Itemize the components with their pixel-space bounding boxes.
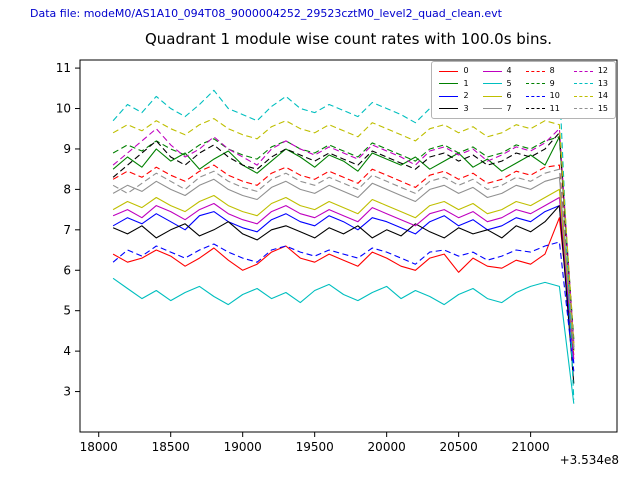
legend-label: 9 — [549, 78, 555, 88]
legend-line-sample — [573, 70, 593, 72]
legend-item-3: 3 — [439, 103, 469, 113]
series-line-11 — [112, 132, 575, 352]
legend-item-10: 10 — [525, 91, 560, 101]
legend-item-0: 0 — [439, 66, 469, 76]
legend-item-6: 6 — [482, 91, 512, 101]
series-line-13 — [112, 83, 575, 400]
series-line-10 — [112, 241, 575, 372]
chart-title: Quadrant 1 module wise count rates with … — [144, 30, 553, 48]
y-tick-label: 5 — [63, 304, 71, 318]
series-line-8 — [112, 164, 575, 344]
legend-item-5: 5 — [482, 78, 512, 88]
legend-item-4: 4 — [482, 66, 512, 76]
legend-label: 3 — [463, 103, 469, 113]
legend: 0 1 2 3 4 5 6 7 8 9 10 11 12 13 14 15 — [431, 61, 616, 119]
series-line-1 — [112, 136, 575, 348]
legend-item-2: 2 — [439, 91, 469, 101]
series-line-12 — [112, 128, 575, 344]
legend-item-14: 14 — [573, 91, 608, 101]
legend-item-11: 11 — [525, 103, 560, 113]
legend-item-13: 13 — [573, 78, 608, 88]
x-tick-label: 18500 — [152, 440, 190, 454]
legend-line-sample — [525, 108, 545, 110]
y-tick-label: 8 — [63, 182, 71, 196]
y-tick-label: 6 — [63, 263, 71, 277]
legend-label: 6 — [506, 91, 512, 101]
legend-line-sample — [525, 95, 545, 97]
x-tick-label: 18000 — [80, 440, 118, 454]
legend-item-12: 12 — [573, 66, 608, 76]
x-axis-offset-label: +3.534e8 — [559, 453, 619, 467]
x-tick-label: 19000 — [224, 440, 262, 454]
legend-label: 2 — [463, 91, 469, 101]
legend-item-7: 7 — [482, 103, 512, 113]
x-tick-label: 19500 — [296, 440, 334, 454]
legend-item-9: 9 — [525, 78, 560, 88]
legend-line-sample — [482, 83, 502, 85]
series-line-5 — [112, 277, 575, 404]
legend-label: 7 — [506, 103, 512, 113]
y-tick-label: 7 — [63, 223, 71, 237]
legend-label: 4 — [506, 66, 512, 76]
x-tick-label: 20500 — [440, 440, 478, 454]
y-tick-label: 11 — [56, 61, 71, 75]
x-tick-label: 20000 — [368, 440, 406, 454]
legend-label: 15 — [597, 103, 608, 113]
legend-label: 5 — [506, 78, 512, 88]
legend-line-sample — [439, 95, 459, 97]
legend-item-15: 15 — [573, 103, 608, 113]
legend-line-sample — [573, 108, 593, 110]
legend-label: 0 — [463, 66, 469, 76]
series-line-0 — [112, 217, 575, 356]
legend-line-sample — [439, 83, 459, 85]
y-tick-label: 9 — [63, 142, 71, 156]
axes-frame — [79, 59, 618, 433]
legend-line-sample — [439, 108, 459, 110]
x-tick-label: 21000 — [512, 440, 550, 454]
series-line-2 — [112, 205, 575, 364]
y-tick-label: 4 — [63, 344, 71, 358]
legend-item-8: 8 — [525, 66, 560, 76]
legend-line-sample — [482, 70, 502, 72]
series-line-14 — [112, 118, 575, 346]
legend-label: 10 — [549, 91, 560, 101]
series-line-6 — [112, 188, 575, 352]
y-tick-label: 10 — [56, 102, 71, 116]
legend-label: 8 — [549, 66, 555, 76]
legend-item-1: 1 — [439, 78, 469, 88]
y-tick-label: 3 — [63, 385, 71, 399]
series-line-15 — [112, 168, 575, 350]
legend-line-sample — [525, 83, 545, 85]
legend-label: 1 — [463, 78, 469, 88]
legend-label: 14 — [597, 91, 608, 101]
legend-label: 13 — [597, 78, 608, 88]
series-line-3 — [112, 205, 575, 384]
legend-line-sample — [439, 70, 459, 72]
legend-line-sample — [525, 70, 545, 72]
series-line-7 — [112, 176, 575, 348]
legend-line-sample — [573, 95, 593, 97]
data-file-label: Data file: modeM0/AS1A10_094T08_90000042… — [30, 7, 502, 20]
legend-line-sample — [573, 83, 593, 85]
legend-line-sample — [482, 108, 502, 110]
series-line-9 — [112, 136, 575, 340]
legend-label: 12 — [597, 66, 608, 76]
series-line-4 — [112, 196, 575, 360]
legend-line-sample — [482, 95, 502, 97]
legend-label: 11 — [549, 103, 560, 113]
